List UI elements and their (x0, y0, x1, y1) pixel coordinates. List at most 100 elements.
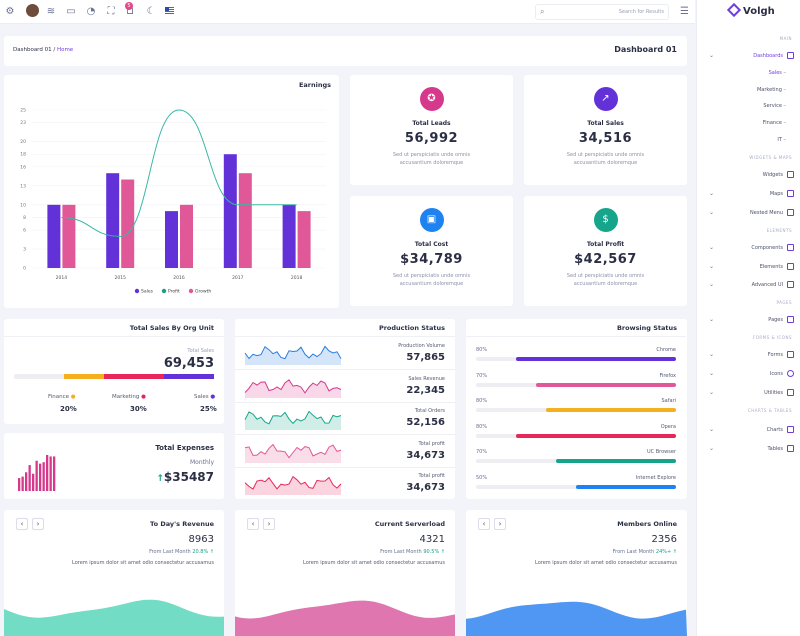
chevron-down-icon[interactable]: ⌄ (709, 351, 715, 358)
sidebar-sub-finance[interactable]: Finance (763, 120, 786, 126)
sidebar-sub-sales[interactable]: Sales (769, 70, 786, 76)
production-label: Total Orders (414, 408, 445, 414)
sparkline-line (244, 345, 342, 360)
next-button[interactable]: › (494, 518, 506, 530)
sidebar-item-label: Components (751, 244, 783, 251)
hamburger-icon[interactable]: ☰ (680, 6, 689, 17)
expense-bar (25, 472, 28, 491)
sidebar-item-advanced-ui[interactable]: Advanced UI (752, 281, 794, 288)
widget-change: From Last Month 20.8% ↑ (149, 549, 214, 555)
card-title: Production Status (378, 324, 445, 332)
stat-label: Total Profit (586, 241, 625, 248)
box-icon (787, 244, 794, 251)
stat-value: 56,992 (404, 131, 459, 146)
prev-button[interactable]: ‹ (247, 518, 259, 530)
prev-button[interactable]: ‹ (478, 518, 490, 530)
target-icon: ✪ (419, 87, 444, 111)
chart-title: Earnings (298, 81, 331, 89)
moon-icon[interactable]: ☾ (146, 6, 156, 17)
bar-profit (121, 179, 135, 268)
menu-lines-icon[interactable]: ≋ (46, 6, 56, 17)
bell-icon[interactable]: ◔ (86, 6, 96, 17)
prev-button[interactable]: ‹ (16, 518, 28, 530)
sidebar-sub-marketing[interactable]: Marketing (757, 87, 786, 93)
browser-name: Safari (661, 398, 676, 404)
widget-title: Current Serverload (374, 520, 445, 528)
message-icon[interactable]: ▭ (66, 6, 76, 17)
sidebar-item-pages[interactable]: Pages (768, 316, 794, 323)
expense-bar (28, 465, 31, 491)
sidebar-item-components[interactable]: Components (751, 244, 794, 251)
breadcrumb-current[interactable]: Home (56, 47, 74, 53)
chevron-down-icon[interactable]: ⌄ (709, 281, 715, 288)
chevron-down-icon[interactable]: ⌄ (709, 426, 715, 433)
sales-pct: 25% (200, 405, 217, 413)
briefcase-icon: ▣ (419, 208, 444, 232)
browser-pct: 50% (476, 474, 488, 481)
expense-bar (35, 460, 38, 491)
sidebar-item-nested-menu[interactable]: Nested Menu (750, 209, 794, 216)
chevron-down-icon[interactable]: ⌄ (709, 316, 715, 323)
legend-label: Sales (141, 289, 154, 295)
widget-title: Members Online (617, 520, 677, 528)
map-icon (787, 190, 794, 197)
cart-icon[interactable]: ⊔ (126, 6, 134, 17)
bar-sales (106, 173, 120, 268)
next-button[interactable]: › (32, 518, 44, 530)
sidebar-item-charts[interactable]: Charts (767, 426, 794, 433)
avatar[interactable] (26, 4, 39, 17)
sidebar-sub-it[interactable]: IT (777, 137, 786, 143)
legend-finance: Finance ● (48, 394, 76, 400)
sidebar-section-pages: PAGES (776, 300, 792, 305)
sidebar-item-dashboards[interactable]: Dashboards (753, 52, 794, 59)
sidebar-section-elements: ELEMENTS (766, 228, 792, 233)
sidebar-item-forms[interactable]: Forms (768, 351, 794, 358)
next-button[interactable]: › (263, 518, 275, 530)
stat-label: Total Sales (587, 120, 624, 127)
monitor-icon (787, 52, 794, 59)
production-value: 34,673 (406, 449, 445, 461)
fullscreen-icon[interactable]: ⛶ (107, 6, 115, 17)
chevron-down-icon[interactable]: ⌄ (709, 263, 715, 270)
expenses-period: Monthly (189, 459, 214, 466)
x-tick-label: 2014 (56, 275, 68, 281)
sidebar-item-maps[interactable]: Maps (770, 190, 794, 197)
legend-dot (188, 288, 194, 294)
brand-logo[interactable]: Volgh (726, 2, 775, 18)
sparkline-line (244, 378, 342, 394)
flag-icon[interactable] (165, 7, 174, 14)
sparkline-line (244, 410, 342, 425)
settings-icon[interactable]: ⚙ (5, 6, 15, 17)
growth-line (61, 109, 297, 237)
x-tick-label: 2015 (114, 275, 126, 281)
sidebar-item-widgets[interactable]: Widgets (763, 171, 794, 178)
sidebar-item-label: Widgets (762, 171, 783, 178)
chevron-down-icon[interactable]: ⌄ (709, 370, 715, 377)
browser-fill (556, 459, 676, 463)
production-value: 57,865 (406, 352, 445, 363)
org-subtitle: Total Sales (187, 348, 214, 354)
sidebar-item-tables[interactable]: Tables (767, 445, 794, 452)
widget-text: Lorem ipsum dolor sit amet odio consecte… (535, 560, 677, 566)
chevron-down-icon[interactable]: ⌄ (709, 445, 715, 452)
sidebar-sub-service[interactable]: Service (763, 103, 786, 109)
legend-dot (161, 288, 167, 294)
dollar-icon: $ (593, 208, 618, 232)
browser-row: 70% Firefox (476, 373, 676, 393)
chevron-down-icon[interactable]: ⌄ (709, 244, 715, 251)
sidebar-item-utilities[interactable]: Utilities (764, 389, 794, 396)
chevron-down-icon[interactable]: ⌄ (709, 52, 715, 59)
sidebar-item-icons[interactable]: Icons (770, 370, 794, 377)
chevron-down-icon[interactable]: ⌄ (709, 190, 715, 197)
pages-icon (787, 316, 794, 323)
browser-track (476, 433, 676, 438)
cube-icon (787, 171, 794, 178)
breadcrumb-root[interactable]: Dashboard 01 (13, 47, 52, 53)
org-unit-card: Total Sales By Org Unit Total Sales 69,4… (4, 319, 224, 424)
chevron-down-icon[interactable]: ⌄ (709, 389, 715, 396)
expenses-card: Total Expenses Monthly ↑$35487 (4, 433, 224, 499)
sidebar-item-elements[interactable]: Elements (760, 263, 794, 270)
search-input[interactable]: ⌕ Search for Results (535, 4, 669, 20)
stat-card-profit: $ Total Profit $42,567 Sed ut perspiciat… (524, 196, 687, 306)
chevron-down-icon[interactable]: ⌄ (709, 209, 715, 216)
